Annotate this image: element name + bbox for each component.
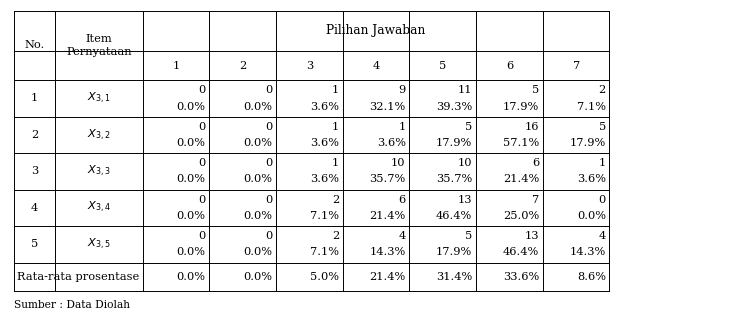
- Text: 2: 2: [239, 61, 246, 71]
- Text: 1: 1: [331, 85, 339, 95]
- Text: $X_{3,1}$: $X_{3,1}$: [87, 91, 111, 106]
- Text: 35.7%: 35.7%: [436, 175, 473, 185]
- Text: 1: 1: [331, 122, 339, 132]
- Text: 13: 13: [524, 231, 539, 241]
- Text: 5.0%: 5.0%: [310, 272, 339, 282]
- Text: Sumber : Data Diolah: Sumber : Data Diolah: [14, 300, 130, 310]
- Text: 6: 6: [532, 159, 539, 168]
- Text: 17.9%: 17.9%: [569, 138, 606, 148]
- Text: 0.0%: 0.0%: [577, 211, 606, 221]
- Text: 0: 0: [198, 231, 206, 241]
- Text: 0: 0: [198, 85, 206, 95]
- Text: 5: 5: [598, 122, 606, 132]
- Text: 57.1%: 57.1%: [503, 138, 539, 148]
- Text: 3.6%: 3.6%: [310, 175, 339, 185]
- Text: 4: 4: [373, 61, 380, 71]
- Text: 0.0%: 0.0%: [177, 272, 206, 282]
- Text: 21.4%: 21.4%: [370, 211, 405, 221]
- Text: 5: 5: [439, 61, 447, 71]
- Text: 11: 11: [458, 85, 473, 95]
- Text: 5: 5: [465, 122, 473, 132]
- Text: 7.1%: 7.1%: [577, 101, 606, 111]
- Text: 6: 6: [506, 61, 513, 71]
- Text: 31.4%: 31.4%: [436, 272, 473, 282]
- Text: $X_{3,4}$: $X_{3,4}$: [87, 200, 111, 215]
- Text: 1: 1: [31, 94, 38, 104]
- Text: 13: 13: [458, 195, 473, 205]
- Text: 5: 5: [31, 239, 38, 249]
- Text: 0: 0: [265, 231, 272, 241]
- Text: 0.0%: 0.0%: [243, 175, 272, 185]
- Text: 0.0%: 0.0%: [243, 247, 272, 257]
- Text: 2: 2: [598, 85, 606, 95]
- Text: 32.1%: 32.1%: [370, 101, 405, 111]
- Text: 0: 0: [198, 195, 206, 205]
- Text: Rata-rata prosentase: Rata-rata prosentase: [17, 272, 140, 282]
- Text: 6: 6: [399, 195, 405, 205]
- Text: 8.6%: 8.6%: [577, 272, 606, 282]
- Text: 17.9%: 17.9%: [436, 247, 473, 257]
- Text: 7: 7: [532, 195, 539, 205]
- Text: Pilihan Jawaban: Pilihan Jawaban: [326, 24, 426, 37]
- Text: 35.7%: 35.7%: [370, 175, 405, 185]
- Text: 0: 0: [198, 159, 206, 168]
- Text: $X_{3,3}$: $X_{3,3}$: [87, 164, 111, 179]
- Text: 39.3%: 39.3%: [436, 101, 473, 111]
- Text: 3.6%: 3.6%: [377, 138, 405, 148]
- Text: 16: 16: [524, 122, 539, 132]
- Text: 25.0%: 25.0%: [503, 211, 539, 221]
- Text: 10: 10: [458, 159, 473, 168]
- Text: 0.0%: 0.0%: [177, 138, 206, 148]
- Text: 9: 9: [399, 85, 405, 95]
- Text: 3.6%: 3.6%: [310, 138, 339, 148]
- Text: Item
Pernyataan: Item Pernyataan: [66, 34, 132, 57]
- Text: No.: No.: [25, 41, 45, 51]
- Text: 5: 5: [532, 85, 539, 95]
- Text: 0: 0: [265, 195, 272, 205]
- Text: 14.3%: 14.3%: [370, 247, 405, 257]
- Text: 0: 0: [265, 159, 272, 168]
- Text: 1: 1: [331, 159, 339, 168]
- Text: 1: 1: [399, 122, 405, 132]
- Text: 46.4%: 46.4%: [503, 247, 539, 257]
- Text: 2: 2: [331, 195, 339, 205]
- Text: $X_{3,2}$: $X_{3,2}$: [87, 127, 111, 143]
- Text: 0.0%: 0.0%: [177, 247, 206, 257]
- Text: 3.6%: 3.6%: [577, 175, 606, 185]
- Text: 0.0%: 0.0%: [177, 175, 206, 185]
- Text: 0: 0: [265, 85, 272, 95]
- Text: 17.9%: 17.9%: [436, 138, 473, 148]
- Text: 0: 0: [265, 122, 272, 132]
- Text: 3.6%: 3.6%: [310, 101, 339, 111]
- Text: 0.0%: 0.0%: [243, 272, 272, 282]
- Text: 21.4%: 21.4%: [370, 272, 405, 282]
- Text: 3: 3: [31, 166, 38, 176]
- Text: 2: 2: [31, 130, 38, 140]
- Text: 4: 4: [598, 231, 606, 241]
- Text: 2: 2: [331, 231, 339, 241]
- Text: 7.1%: 7.1%: [310, 211, 339, 221]
- Text: 3: 3: [306, 61, 313, 71]
- Text: 17.9%: 17.9%: [503, 101, 539, 111]
- Text: 0.0%: 0.0%: [243, 138, 272, 148]
- Text: 7: 7: [572, 61, 580, 71]
- Text: 33.6%: 33.6%: [503, 272, 539, 282]
- Text: 0: 0: [598, 195, 606, 205]
- Text: 1: 1: [172, 61, 180, 71]
- Text: 0.0%: 0.0%: [177, 101, 206, 111]
- Text: 4: 4: [31, 203, 38, 213]
- Text: 0.0%: 0.0%: [243, 101, 272, 111]
- Text: 4: 4: [399, 231, 405, 241]
- Text: 46.4%: 46.4%: [436, 211, 473, 221]
- Text: 0.0%: 0.0%: [177, 211, 206, 221]
- Text: 21.4%: 21.4%: [503, 175, 539, 185]
- Text: 0.0%: 0.0%: [243, 211, 272, 221]
- Text: $X_{3,5}$: $X_{3,5}$: [87, 237, 111, 252]
- Text: 1: 1: [598, 159, 606, 168]
- Text: 7.1%: 7.1%: [310, 247, 339, 257]
- Text: 10: 10: [391, 159, 405, 168]
- Text: 5: 5: [465, 231, 473, 241]
- Text: 0: 0: [198, 122, 206, 132]
- Text: 14.3%: 14.3%: [569, 247, 606, 257]
